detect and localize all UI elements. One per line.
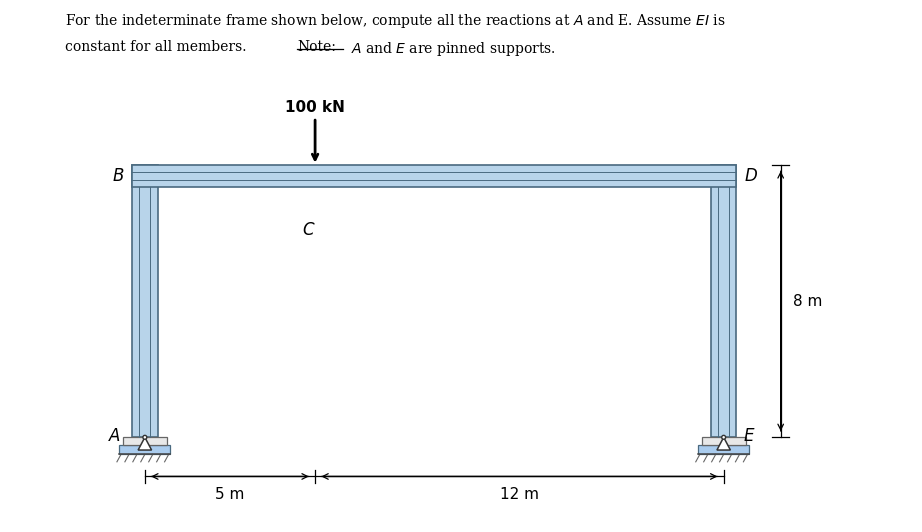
Text: $A$ and $E$ are pinned supports.: $A$ and $E$ are pinned supports. [347, 40, 555, 58]
Text: Note:: Note: [297, 40, 336, 54]
Text: constant for all members.: constant for all members. [65, 40, 251, 54]
Text: For the indeterminate frame shown below, compute all the reactions at $A$ and E.: For the indeterminate frame shown below,… [65, 12, 725, 30]
Text: 8 m: 8 m [793, 294, 822, 309]
Bar [711, 165, 737, 437]
Bar [132, 165, 158, 437]
Text: D: D [745, 167, 758, 185]
Text: 100 kN: 100 kN [285, 99, 345, 114]
Polygon shape [138, 437, 151, 450]
Polygon shape [717, 437, 730, 450]
Text: C: C [302, 221, 314, 239]
Text: E: E [743, 427, 754, 445]
Text: 5 m: 5 m [215, 487, 244, 502]
Circle shape [143, 435, 147, 439]
Circle shape [722, 435, 726, 439]
Text: 12 m: 12 m [500, 487, 538, 502]
Bar [702, 437, 746, 445]
Bar [119, 445, 171, 454]
Bar [698, 445, 750, 454]
Text: A: A [109, 427, 120, 445]
Bar [132, 165, 737, 187]
Bar [123, 437, 167, 445]
Text: B: B [112, 167, 124, 185]
